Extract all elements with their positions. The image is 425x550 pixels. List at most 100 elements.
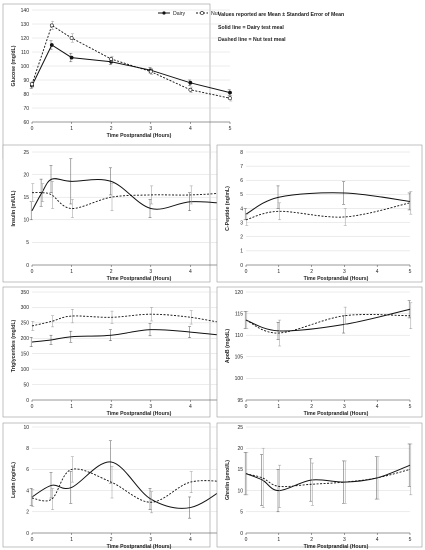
chart-leptin: 0246810012345Time Postprandial (Hours)Le…: [2, 422, 233, 550]
x-tick-label: 2: [110, 404, 113, 410]
x-tick-label: 0: [31, 269, 34, 275]
data-point: [228, 96, 232, 101]
series-dairy: [243, 181, 411, 221]
x-tick-label: 0: [31, 126, 34, 132]
y-tick-label: 100: [21, 64, 30, 70]
chart-frame: [2, 422, 211, 548]
y-tick-label: 5: [240, 192, 243, 198]
y-tick-label: 130: [21, 22, 30, 28]
chart-ghrelin: 0 5 10 15 20 25 0 1 2 3 4 5 Time Postprandial (Hours…: [216, 422, 423, 550]
series-nut: [31, 181, 233, 218]
data-point: [30, 82, 34, 87]
y-tick-label: 10: [23, 425, 29, 431]
chart-glucose: 60 70 80 90 100 110 120 130 140 0 1 2 3 4 5 Time Postpr…: [2, 3, 233, 160]
y-tick-label: 105: [235, 355, 244, 361]
y-tick-label: 0: [240, 531, 243, 537]
x-tick-label: 3: [149, 269, 152, 275]
series-nut: [30, 20, 233, 102]
note-mean-sem: Values reported are Mean ± Standard Erro…: [218, 12, 345, 18]
y-tick-label: 8: [26, 446, 29, 452]
chart-frame: [216, 422, 423, 548]
chart-triglycerides: 050100150200250300350012345Time Postpran…: [2, 286, 233, 418]
y-tick-label: 300: [21, 305, 30, 311]
y-axis-label: C-Peptide (ng/mL): [225, 186, 231, 231]
y-tick-label: 110: [21, 50, 29, 56]
series-line: [31, 468, 231, 503]
x-tick-label: 4: [376, 269, 379, 275]
y-tick-label: 60: [23, 120, 29, 126]
series-nut: [245, 443, 413, 508]
x-axis-label: Time Postprandial (Hours): [107, 133, 172, 139]
y-tick-label: 2: [26, 510, 29, 516]
x-tick-label: 1: [70, 269, 73, 275]
x-tick-label: 1: [277, 537, 280, 543]
y-tick-label: 0: [26, 531, 29, 537]
chart-apob: 95 100 105 110 115 120 0 1 2 3 4 5 Time Postprandial…: [216, 286, 423, 418]
y-axis-label: Ghrelin (pmol/L): [225, 460, 231, 500]
y-tick-label: 140: [21, 8, 30, 14]
y-tick-label: 120: [21, 36, 30, 42]
chart-cpeptide: 0 1 2 3 4 5 6 7 8 0 1 2 3 4 5 Time Postprandial (Hours)…: [216, 144, 423, 283]
x-tick-label: 3: [343, 537, 346, 543]
x-tick-label: 3: [149, 404, 152, 410]
note-solid-line: Solid line = Dairy test meal: [218, 25, 284, 31]
x-tick-label: 3: [343, 404, 346, 410]
x-tick-label: 4: [189, 126, 192, 132]
y-axis-label: Insulin (mIU/L): [11, 190, 17, 226]
x-axis-label: Time Postprandial (Hours): [107, 276, 172, 282]
y-tick-label: 15: [23, 195, 29, 201]
x-tick-label: 0: [245, 537, 248, 543]
chart-frame: [216, 286, 423, 418]
x-tick-label: 4: [376, 537, 379, 543]
x-tick-label: 4: [189, 537, 192, 543]
y-tick-label: 50: [23, 382, 29, 388]
x-tick-label: 5: [409, 404, 412, 410]
series-line: [245, 308, 411, 332]
y-tick-label: 20: [237, 446, 243, 452]
x-tick-label: 5: [229, 126, 232, 132]
y-tick-label: 0: [26, 398, 29, 404]
x-tick-label: 1: [277, 404, 280, 410]
y-axis-label: Triglycerides (mg/dL): [11, 319, 17, 372]
y-tick-label: 80: [23, 92, 29, 98]
y-tick-label: 6: [240, 178, 243, 184]
x-tick-label: 0: [31, 404, 34, 410]
series-line: [245, 202, 411, 221]
data-point: [49, 23, 54, 28]
y-tick-label: 20: [23, 172, 29, 178]
x-tick-label: 4: [376, 404, 379, 410]
y-tick-label: 25: [23, 150, 29, 156]
y-tick-label: 90: [23, 78, 29, 84]
x-tick-label: 2: [310, 537, 313, 543]
data-point: [69, 55, 74, 60]
series-line: [245, 468, 411, 488]
y-tick-label: 7: [240, 164, 243, 170]
data-point: [49, 43, 54, 47]
x-tick-label: 0: [245, 269, 248, 275]
y-tick-label: 10: [23, 218, 29, 224]
y-tick-label: 100: [21, 367, 30, 373]
y-tick-label: 4: [240, 206, 243, 212]
x-axis-label: Time Postprandial (Hours): [304, 544, 369, 550]
y-axis-label: Glucose (mg/dL): [11, 45, 17, 86]
x-tick-label: 2: [110, 537, 113, 543]
x-axis-label: Time Postprandial (Hours): [304, 276, 369, 282]
series-nut: [245, 302, 413, 347]
legend: Dairy Nut: [158, 11, 220, 17]
y-tick-label: 95: [237, 398, 243, 404]
x-tick-label: 3: [149, 537, 152, 543]
legend-nut-label: Nut: [211, 11, 220, 17]
series-line: [31, 329, 231, 343]
x-axis-label: Time Postprandial (Hours): [107, 411, 172, 417]
x-tick-label: 0: [31, 537, 34, 543]
series-line: [31, 313, 231, 327]
x-tick-label: 2: [110, 269, 113, 275]
data-point: [69, 36, 74, 40]
y-tick-label: 10: [237, 488, 243, 494]
legend-nut-marker: [200, 11, 204, 15]
y-tick-label: 1: [240, 249, 243, 255]
y-tick-label: 110: [235, 333, 243, 339]
note-dashed-line: Dashed line = Nut test meal: [218, 37, 286, 43]
